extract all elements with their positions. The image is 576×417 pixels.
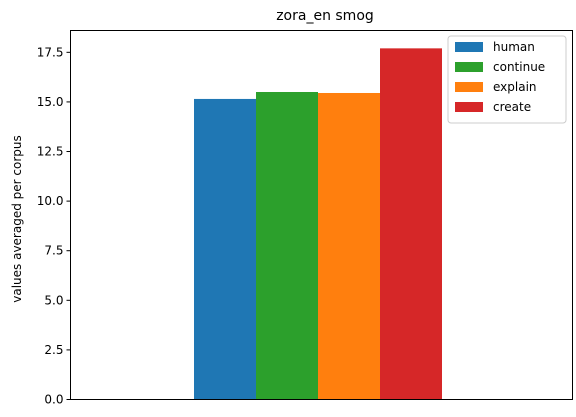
legend-swatch-explain [455, 82, 483, 92]
legend-swatch-create [455, 102, 483, 112]
legend: human continue explain create [447, 35, 567, 124]
bar-human [194, 98, 256, 400]
y-tick-label: 7.5 [44, 244, 63, 258]
legend-label-create: create [493, 100, 531, 114]
bars-group [194, 48, 442, 400]
y-tick-label: 12.5 [37, 145, 64, 159]
y-tick-label: 17.5 [37, 45, 64, 59]
bar-explain [318, 92, 380, 400]
bar-continue [256, 92, 318, 400]
y-tick-label: 10.0 [37, 194, 64, 208]
y-axis-label: values averaged per corpus [10, 135, 24, 303]
legend-frame [447, 35, 567, 124]
y-tick-label: 5.0 [44, 293, 63, 307]
y-tick-label: 15.0 [37, 95, 64, 109]
legend-swatch-human [455, 42, 483, 52]
y-axis: 0.0 2.5 5.0 7.5 10.0 12.5 15.0 17.5 [37, 45, 71, 407]
legend-label-explain: explain [493, 80, 537, 94]
bar-create [380, 48, 442, 400]
y-tick-label: 2.5 [44, 343, 63, 357]
y-tick-label: 0.0 [44, 393, 63, 407]
legend-label-continue: continue [493, 60, 545, 74]
legend-swatch-continue [455, 62, 483, 72]
chart-title: zora_en smog [276, 8, 374, 24]
plot-frame [70, 30, 573, 400]
legend-label-human: human [493, 40, 535, 54]
